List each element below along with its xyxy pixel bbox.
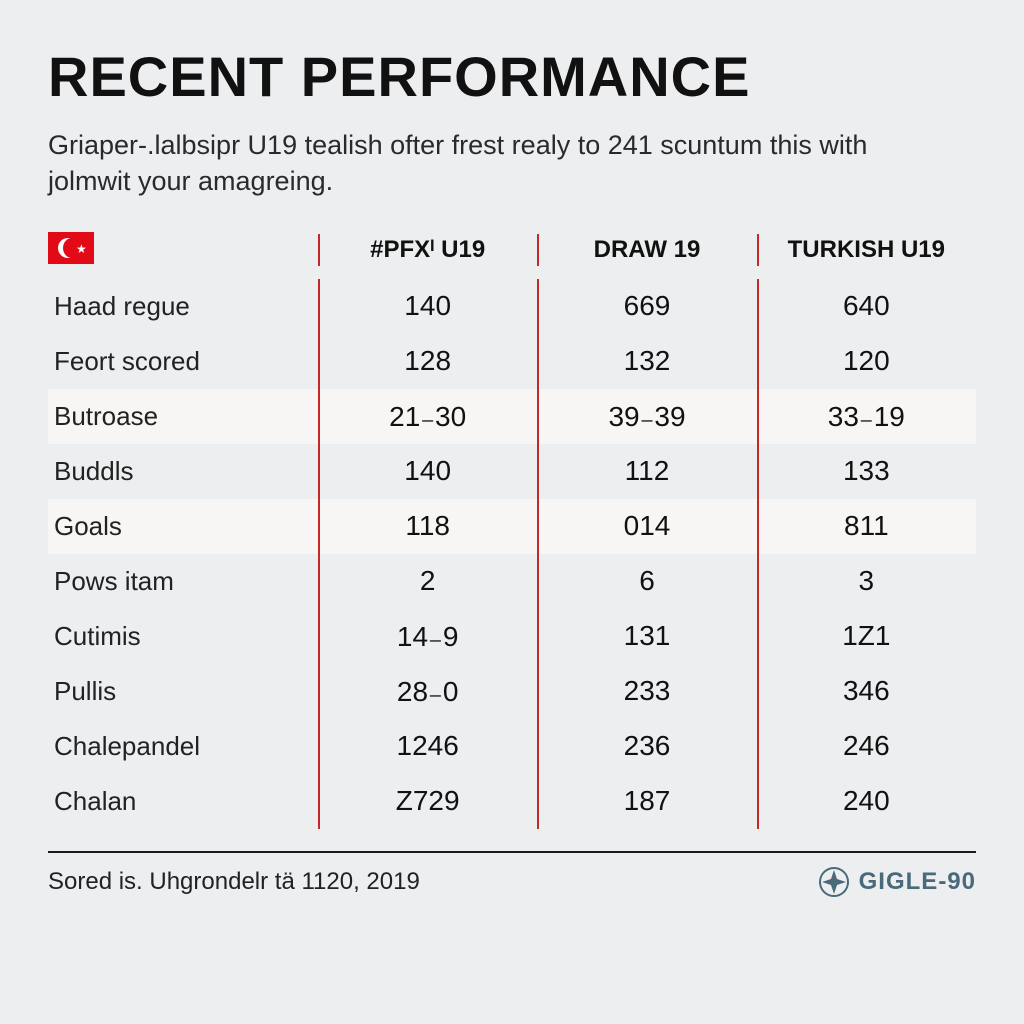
row-label: Haad regue (48, 291, 318, 322)
column-divider (318, 279, 320, 829)
table-row: Pullis28₋0233346 (48, 664, 976, 719)
table-cell: 21₋30 (318, 400, 537, 433)
table-cell: 3 (757, 565, 976, 597)
footnote: Sored is. Uhgrondelr tä 1120, 2019 (48, 868, 420, 896)
table-cell: 640 (757, 290, 976, 322)
table-cell: 240 (757, 785, 976, 817)
table-cell: 128 (318, 345, 537, 377)
table-cell: 1246 (318, 730, 537, 762)
column-header-3: TURKISH U19 (757, 232, 976, 268)
table-cell: 39₋39 (537, 400, 756, 433)
row-label: Pullis (48, 676, 318, 707)
table-row: ChalanZ729187240 (48, 774, 976, 829)
table-cell: 811 (757, 510, 976, 542)
table-row: Haad regue140669640 (48, 279, 976, 334)
table-cell: 28₋0 (318, 675, 537, 708)
table-cell: 132 (537, 345, 756, 377)
brand-label: GIGLE-90 (859, 868, 976, 896)
table-cell: 14₋9 (318, 620, 537, 653)
column-header-1: #PFXᴵ U19 (318, 232, 537, 268)
table-cell: 118 (318, 510, 537, 542)
table-cell: 33₋19 (757, 400, 976, 433)
column-divider (757, 279, 759, 829)
page-subtitle: Griaper-.lalbsipr U19 tealish ofter fres… (48, 127, 948, 200)
table-cell: 246 (757, 730, 976, 762)
table-row: Buddls140112133 (48, 444, 976, 499)
turkey-flag-icon: ★ (48, 232, 94, 264)
table-row: Chalepandel1246236246 (48, 719, 976, 774)
table-cell: 187 (537, 785, 756, 817)
flag-cell: ★ (48, 232, 318, 269)
table-cell: Z729 (318, 785, 537, 817)
table-row: Feort scored128132120 (48, 334, 976, 389)
footer-rule (48, 851, 976, 853)
table-cell: 233 (537, 675, 756, 707)
row-label: Chalan (48, 786, 318, 817)
table-cell: 346 (757, 675, 976, 707)
page-title: RECENT PERFORMANCE (48, 44, 976, 109)
row-label: Cutimis (48, 621, 318, 652)
performance-table: Haad regue140669640Feort scored128132120… (48, 279, 976, 829)
table-header: ★ #PFXᴵ U19 DRAW 19 TURKISH U19 (48, 232, 976, 279)
row-label: Chalepandel (48, 731, 318, 762)
table-cell: 131 (537, 620, 756, 652)
table-row: Cutimis14₋91311Z1 (48, 609, 976, 664)
table-cell: 669 (537, 290, 756, 322)
row-label: Butroase (48, 401, 318, 432)
table-cell: 236 (537, 730, 756, 762)
column-divider (537, 279, 539, 829)
brand-logo-icon (819, 867, 849, 897)
table-cell: 133 (757, 455, 976, 487)
table-cell: 140 (318, 455, 537, 487)
table-row: Butroase21₋3039₋3933₋19 (48, 389, 976, 444)
column-header-2: DRAW 19 (537, 232, 756, 268)
row-label: Pows itam (48, 566, 318, 597)
table-cell: 2 (318, 565, 537, 597)
brand: GIGLE-90 (819, 867, 976, 897)
table-row: Goals118014811 (48, 499, 976, 554)
table-cell: 112 (537, 455, 756, 487)
table-cell: 120 (757, 345, 976, 377)
table-row: Pows itam263 (48, 554, 976, 609)
table-cell: 140 (318, 290, 537, 322)
table-cell: 6 (537, 565, 756, 597)
row-label: Buddls (48, 456, 318, 487)
row-label: Feort scored (48, 346, 318, 377)
row-label: Goals (48, 511, 318, 542)
table-cell: 014 (537, 510, 756, 542)
table-cell: 1Z1 (757, 620, 976, 652)
footer: Sored is. Uhgrondelr tä 1120, 2019 GIGLE… (48, 867, 976, 897)
